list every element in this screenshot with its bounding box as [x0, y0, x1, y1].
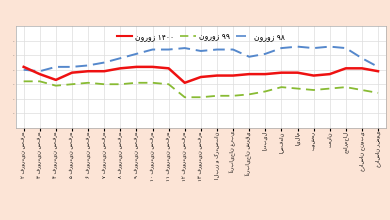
- Legend: نوروز ۱۴۰۰, نوروز ۹۹, نوروز ۹۸: نوروز ۱۴۰۰, نوروز ۹۹, نوروز ۹۸: [115, 30, 287, 42]
